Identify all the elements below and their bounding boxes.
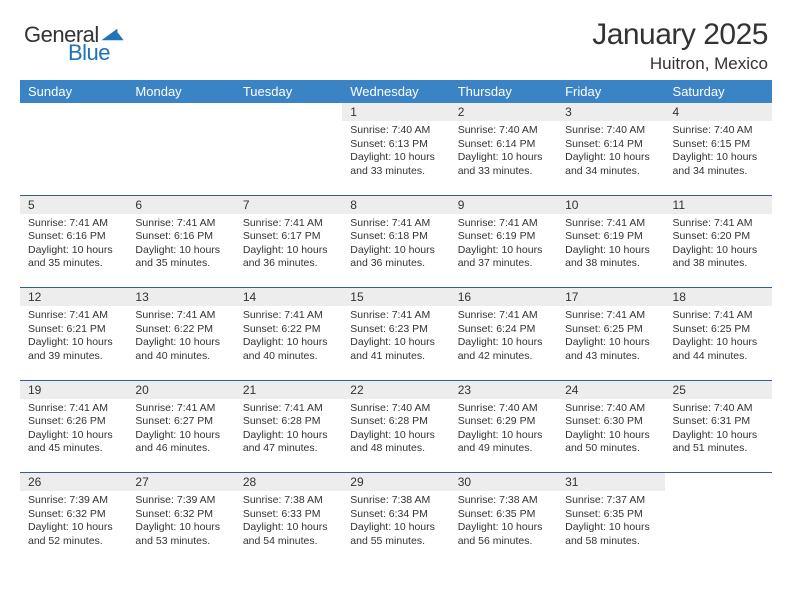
day-number: 16 xyxy=(450,288,557,307)
week-daynum-row: 567891011 xyxy=(20,195,772,214)
day-cell: Sunrise: 7:39 AMSunset: 6:32 PMDaylight:… xyxy=(127,491,234,565)
day-cell: Sunrise: 7:41 AMSunset: 6:17 PMDaylight:… xyxy=(235,214,342,288)
month-title: January 2025 xyxy=(592,18,768,52)
day-number: 13 xyxy=(127,288,234,307)
day-cell: Sunrise: 7:40 AMSunset: 6:15 PMDaylight:… xyxy=(665,121,772,195)
week-daynum-row: 262728293031 xyxy=(20,473,772,492)
dayhead-sat: Saturday xyxy=(665,80,772,103)
day-cell: Sunrise: 7:41 AMSunset: 6:16 PMDaylight:… xyxy=(127,214,234,288)
day-number: 15 xyxy=(342,288,449,307)
day-cell: Sunrise: 7:41 AMSunset: 6:28 PMDaylight:… xyxy=(235,399,342,473)
dayhead-tue: Tuesday xyxy=(235,80,342,103)
dayhead-fri: Friday xyxy=(557,80,664,103)
day-number: 17 xyxy=(557,288,664,307)
week-content-row: Sunrise: 7:40 AMSunset: 6:13 PMDaylight:… xyxy=(20,121,772,195)
day-cell: Sunrise: 7:41 AMSunset: 6:20 PMDaylight:… xyxy=(665,214,772,288)
day-number: 11 xyxy=(665,195,772,214)
day-cell xyxy=(127,121,234,195)
day-cell: Sunrise: 7:41 AMSunset: 6:19 PMDaylight:… xyxy=(450,214,557,288)
day-number: 22 xyxy=(342,380,449,399)
day-number: 21 xyxy=(235,380,342,399)
dayhead-sun: Sunday xyxy=(20,80,127,103)
day-cell: Sunrise: 7:40 AMSunset: 6:31 PMDaylight:… xyxy=(665,399,772,473)
day-cell: Sunrise: 7:41 AMSunset: 6:16 PMDaylight:… xyxy=(20,214,127,288)
day-number: 6 xyxy=(127,195,234,214)
day-cell: Sunrise: 7:38 AMSunset: 6:35 PMDaylight:… xyxy=(450,491,557,565)
week-content-row: Sunrise: 7:41 AMSunset: 6:26 PMDaylight:… xyxy=(20,399,772,473)
location: Huitron, Mexico xyxy=(592,54,768,74)
day-cell: Sunrise: 7:40 AMSunset: 6:14 PMDaylight:… xyxy=(557,121,664,195)
header: GeneralBlue January 2025 Huitron, Mexico xyxy=(20,18,772,74)
dayhead-mon: Monday xyxy=(127,80,234,103)
calendar-body: 1234Sunrise: 7:40 AMSunset: 6:13 PMDayli… xyxy=(20,103,772,565)
day-number: 7 xyxy=(235,195,342,214)
day-number: 19 xyxy=(20,380,127,399)
day-cell: Sunrise: 7:41 AMSunset: 6:26 PMDaylight:… xyxy=(20,399,127,473)
dayhead-wed: Wednesday xyxy=(342,80,449,103)
day-cell: Sunrise: 7:41 AMSunset: 6:24 PMDaylight:… xyxy=(450,306,557,380)
day-cell: Sunrise: 7:41 AMSunset: 6:25 PMDaylight:… xyxy=(557,306,664,380)
day-cell xyxy=(20,121,127,195)
day-number: 8 xyxy=(342,195,449,214)
day-number xyxy=(235,103,342,121)
week-content-row: Sunrise: 7:39 AMSunset: 6:32 PMDaylight:… xyxy=(20,491,772,565)
day-number: 29 xyxy=(342,473,449,492)
day-cell: Sunrise: 7:41 AMSunset: 6:22 PMDaylight:… xyxy=(235,306,342,380)
day-cell: Sunrise: 7:40 AMSunset: 6:29 PMDaylight:… xyxy=(450,399,557,473)
calendar-table: Sunday Monday Tuesday Wednesday Thursday… xyxy=(20,80,772,565)
day-header-row: Sunday Monday Tuesday Wednesday Thursday… xyxy=(20,80,772,103)
day-number: 27 xyxy=(127,473,234,492)
day-number: 25 xyxy=(665,380,772,399)
day-number: 1 xyxy=(342,103,449,121)
day-number: 26 xyxy=(20,473,127,492)
day-number: 28 xyxy=(235,473,342,492)
day-cell: Sunrise: 7:41 AMSunset: 6:21 PMDaylight:… xyxy=(20,306,127,380)
brand-accent: Blue xyxy=(68,42,125,64)
day-number: 23 xyxy=(450,380,557,399)
week-content-row: Sunrise: 7:41 AMSunset: 6:16 PMDaylight:… xyxy=(20,214,772,288)
day-number xyxy=(665,473,772,492)
title-block: January 2025 Huitron, Mexico xyxy=(592,18,768,74)
day-cell: Sunrise: 7:41 AMSunset: 6:19 PMDaylight:… xyxy=(557,214,664,288)
day-number: 4 xyxy=(665,103,772,121)
day-number: 2 xyxy=(450,103,557,121)
day-cell: Sunrise: 7:41 AMSunset: 6:18 PMDaylight:… xyxy=(342,214,449,288)
day-number: 3 xyxy=(557,103,664,121)
week-daynum-row: 12131415161718 xyxy=(20,288,772,307)
day-number: 31 xyxy=(557,473,664,492)
dayhead-thu: Thursday xyxy=(450,80,557,103)
day-number xyxy=(20,103,127,121)
day-number: 12 xyxy=(20,288,127,307)
day-cell: Sunrise: 7:38 AMSunset: 6:34 PMDaylight:… xyxy=(342,491,449,565)
day-number xyxy=(127,103,234,121)
day-cell: Sunrise: 7:39 AMSunset: 6:32 PMDaylight:… xyxy=(20,491,127,565)
day-number: 18 xyxy=(665,288,772,307)
day-number: 20 xyxy=(127,380,234,399)
day-cell xyxy=(665,491,772,565)
day-number: 9 xyxy=(450,195,557,214)
day-number: 30 xyxy=(450,473,557,492)
day-cell: Sunrise: 7:40 AMSunset: 6:28 PMDaylight:… xyxy=(342,399,449,473)
day-cell: Sunrise: 7:38 AMSunset: 6:33 PMDaylight:… xyxy=(235,491,342,565)
day-cell: Sunrise: 7:40 AMSunset: 6:30 PMDaylight:… xyxy=(557,399,664,473)
day-cell: Sunrise: 7:41 AMSunset: 6:22 PMDaylight:… xyxy=(127,306,234,380)
day-cell: Sunrise: 7:40 AMSunset: 6:13 PMDaylight:… xyxy=(342,121,449,195)
day-cell: Sunrise: 7:41 AMSunset: 6:25 PMDaylight:… xyxy=(665,306,772,380)
day-number: 10 xyxy=(557,195,664,214)
day-number: 24 xyxy=(557,380,664,399)
brand-logo: GeneralBlue xyxy=(24,24,125,64)
week-content-row: Sunrise: 7:41 AMSunset: 6:21 PMDaylight:… xyxy=(20,306,772,380)
day-cell: Sunrise: 7:41 AMSunset: 6:23 PMDaylight:… xyxy=(342,306,449,380)
day-number: 5 xyxy=(20,195,127,214)
day-cell: Sunrise: 7:37 AMSunset: 6:35 PMDaylight:… xyxy=(557,491,664,565)
day-cell: Sunrise: 7:40 AMSunset: 6:14 PMDaylight:… xyxy=(450,121,557,195)
day-cell: Sunrise: 7:41 AMSunset: 6:27 PMDaylight:… xyxy=(127,399,234,473)
week-daynum-row: 19202122232425 xyxy=(20,380,772,399)
day-number: 14 xyxy=(235,288,342,307)
day-cell xyxy=(235,121,342,195)
week-daynum-row: 1234 xyxy=(20,103,772,121)
